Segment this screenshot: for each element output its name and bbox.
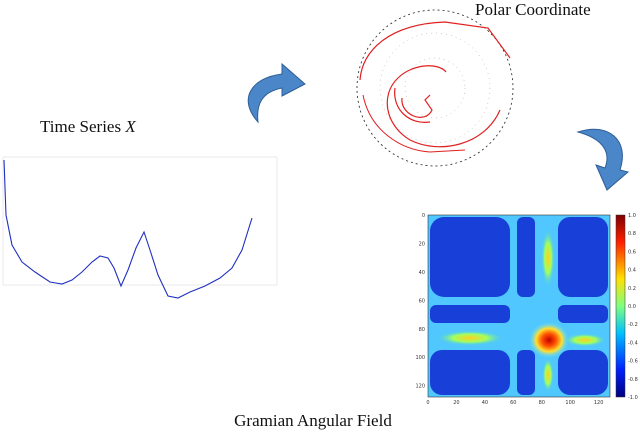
polar-label: Polar Coordinate [475,0,591,19]
x-tick-label: 0 [426,400,429,406]
colorbar-tick-label: 1.0 [628,213,636,219]
heatmap-ticks: 0 0 20 20 40 40 60 60 80 80 100 100 120 120 1.0 0.8 0.6 0… [415,213,637,406]
heatmap-spot [563,333,607,347]
x-tick-label: 80 [539,400,545,406]
colorbar-tick-label: 0.4 [628,268,636,274]
polar-grid [404,57,466,119]
polar-curve [359,21,511,148]
colorbar-tick-label: 0.8 [628,231,636,237]
plot-frame [2,156,278,286]
colorbar-tick-label: 0.2 [628,286,636,292]
y-tick-label: 0 [422,213,425,219]
y-tick-label: 120 [415,384,425,390]
heatmap-block [430,217,510,297]
colorbar-tick-label: 0.6 [628,249,636,255]
y-tick-label: 40 [419,270,425,276]
colorbar-tick-label: -1.0 [628,395,638,401]
colorbar-tick-label: -0.6 [628,359,638,365]
x-tick-label: 40 [482,400,488,406]
polar-curve [362,94,466,153]
heatmap-block [558,305,608,323]
heatmap-frame [427,214,611,398]
x-tick-label: 60 [510,400,516,406]
heatmap-block [558,217,608,297]
heatmap-spot [435,330,505,346]
heatmap [427,214,626,398]
y-tick-label: 20 [419,241,425,247]
heatmap-spot [541,228,555,288]
arrow [247,62,306,124]
colorbar-tick-label: 0.0 [628,304,636,310]
polar-grid [379,32,491,144]
time-series-label: Time Series X [40,117,136,136]
heatmap-spot [529,322,569,358]
heatmap-block [558,350,608,395]
colorbar-tick-label: -0.4 [628,340,638,346]
x-tick-label: 20 [453,400,459,406]
colorbar [615,214,626,398]
heatmap-block [517,350,535,395]
gaf-label: Gramian Angular Field [234,411,392,430]
y-tick-label: 60 [419,298,425,304]
x-tick-label: 120 [594,400,604,406]
colorbar-tick-label: -0.8 [628,377,638,383]
arrow [576,128,630,191]
polar-frame [356,9,514,167]
heatmap-block [517,217,535,297]
heatmap-spot [542,357,554,393]
time-series-line [3,159,253,299]
x-tick-label: 100 [565,400,575,406]
y-tick-label: 80 [419,327,425,333]
heatmap-block [430,350,510,395]
y-tick-label: 100 [415,355,425,361]
heatmap-block [430,305,510,323]
colorbar-tick-label: -0.2 [628,322,638,328]
